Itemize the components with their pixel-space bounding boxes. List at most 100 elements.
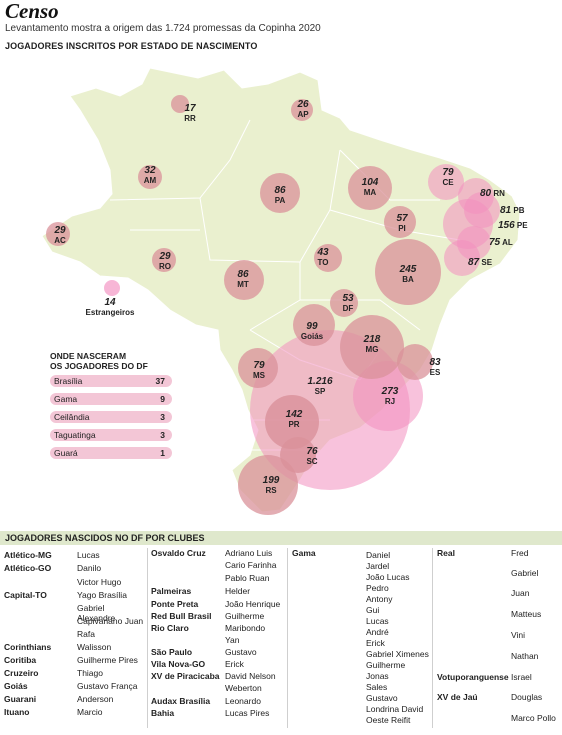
- df-breakdown: ONDE NASCERAM OS JOGADORES DO DF Brasília…: [50, 351, 172, 465]
- bubble-ba: [375, 239, 441, 305]
- label-rr: 17 RR: [184, 103, 196, 124]
- df-bar: Gama 9: [50, 393, 172, 405]
- label-df: 53 DF: [342, 293, 354, 314]
- column-divider: [147, 548, 148, 728]
- label-pe: 156 PE: [498, 220, 528, 231]
- bubble-rr: [171, 95, 189, 113]
- player-name: Lucas Pires: [225, 708, 270, 718]
- player-name: Londrina David: [366, 704, 424, 714]
- player-name: Thiago: [77, 668, 103, 678]
- bubble-go: [293, 304, 335, 346]
- club-name: Ponte Preta: [151, 599, 199, 609]
- club-name: Corinthians: [4, 642, 52, 652]
- label-ba: 245 BA: [399, 264, 417, 285]
- player-name: Lucas: [77, 550, 100, 560]
- player-name: Gustavo: [225, 647, 257, 657]
- player-name: Marco Pollo: [511, 713, 556, 723]
- label-foreign: 14 Estrangeiros: [85, 297, 135, 318]
- clubs-column-4: Real Votuporanguense XV de Jaú Fred Gabr…: [437, 548, 560, 728]
- player-name: Antony: [366, 594, 393, 604]
- state-bubbles: [46, 95, 500, 515]
- label-es: 83 ES: [429, 357, 441, 378]
- club-name: Palmeiras: [151, 586, 192, 596]
- club-name: XV de Piracicaba: [151, 671, 220, 681]
- club-name: Real: [437, 548, 455, 558]
- bubble-ma: [348, 166, 392, 210]
- bubble-rs: [238, 455, 298, 515]
- player-name: Anderson: [77, 694, 114, 704]
- bubble-am: [138, 165, 162, 189]
- label-pi: 57 PI: [396, 213, 408, 234]
- player-name: Nathan: [511, 651, 539, 661]
- bubble-sc: [280, 437, 316, 473]
- bubble-pi: [384, 206, 416, 238]
- df-bar-label: Brasília: [54, 376, 83, 386]
- df-bar-value: 1: [160, 448, 165, 458]
- label-ma: 104 MA: [361, 177, 379, 198]
- club-name: Goiás: [4, 681, 28, 691]
- club-name: Osvaldo Cruz: [151, 548, 206, 558]
- player-name: Erick: [225, 659, 244, 669]
- club-name: São Paulo: [151, 647, 193, 657]
- header: Censo Levantamento mostra a origem das 1…: [5, 0, 321, 34]
- bubble-pa: [260, 173, 300, 213]
- player-name: Cario Farinha: [225, 560, 277, 570]
- df-bar-value: 3: [160, 412, 165, 422]
- player-name: João Henrique: [225, 599, 281, 609]
- df-bar-label: Taguatinga: [54, 430, 96, 440]
- label-pb: 81 PB: [500, 205, 525, 216]
- label-ms: 79 MS: [253, 360, 265, 381]
- club-name: Cruzeiro: [4, 668, 39, 678]
- player-name: Rafa: [77, 629, 95, 639]
- df-bar-label: Gama: [54, 394, 78, 404]
- player-name: Guilherme: [225, 611, 265, 621]
- label-mt: 86 MT: [237, 269, 249, 290]
- page-subtitle: Levantamento mostra a origem das 1.724 p…: [5, 23, 321, 34]
- label-mg: 218 MG: [363, 334, 381, 355]
- page-title: Censo: [5, 0, 59, 23]
- clubs-header-title: JOGADORES NASCIDOS NO DF POR CLUBES: [5, 533, 205, 543]
- player-name: Jonas: [366, 671, 389, 681]
- clubs-column-2: Osvaldo Cruz Palmeiras Ponte Preta Red B…: [151, 548, 285, 728]
- bubble-pb: [464, 192, 500, 228]
- df-bar-value: 37: [155, 376, 165, 386]
- brazil-map: [41, 67, 521, 515]
- player-name: Leonardo: [225, 696, 261, 706]
- df-bar-value: 3: [160, 430, 165, 440]
- player-name: Yan: [225, 635, 240, 645]
- club-name: Capital-TO: [4, 590, 47, 600]
- map-section-title: JOGADORES INSCRITOS POR ESTADO DE NASCIM…: [5, 41, 258, 51]
- club-name: Guarani: [4, 694, 37, 704]
- bubble-foreign: [104, 280, 120, 296]
- bubble-se: [444, 240, 480, 276]
- df-bar: Taguatinga 3: [50, 429, 172, 441]
- bubble-mt: [224, 260, 264, 300]
- bubble-ac: [46, 222, 70, 246]
- player-name: Pedro: [366, 583, 389, 593]
- bubble-ro: [152, 248, 176, 272]
- bubble-to: [314, 244, 342, 272]
- player-name: Walisson: [77, 642, 112, 652]
- clubs-column-1: Atlético-MG Atlético-GO Capital-TO Corin…: [4, 548, 144, 728]
- df-bar: Brasília 37: [50, 375, 172, 387]
- player-name: Danilo: [77, 563, 102, 573]
- df-heading-line2: OS JOGADORES DO DF: [50, 361, 148, 371]
- player-name: Sales: [366, 682, 388, 692]
- player-name: Gabriel: [511, 568, 539, 578]
- player-name: Douglas: [511, 692, 543, 702]
- player-name: Daniel: [366, 550, 391, 560]
- club-name: Coritiba: [4, 655, 37, 665]
- player-name: Maribondo: [225, 623, 266, 633]
- player-name: Gustavo: [366, 693, 398, 703]
- club-name: Rio Claro: [151, 623, 189, 633]
- player-name: Israel: [511, 672, 532, 682]
- label-rj: 273 RJ: [381, 386, 399, 407]
- label-go: 99 Goiás: [300, 321, 324, 342]
- player-name: Victor Hugo: [77, 577, 122, 587]
- player-name: Gabriel Ximenes: [366, 649, 429, 659]
- club-name: Vila Nova-GO: [151, 659, 206, 669]
- player-name: Erick: [366, 638, 385, 648]
- bubble-ap: [291, 99, 313, 121]
- bubble-es: [397, 344, 433, 380]
- player-name: Weberton: [225, 683, 262, 693]
